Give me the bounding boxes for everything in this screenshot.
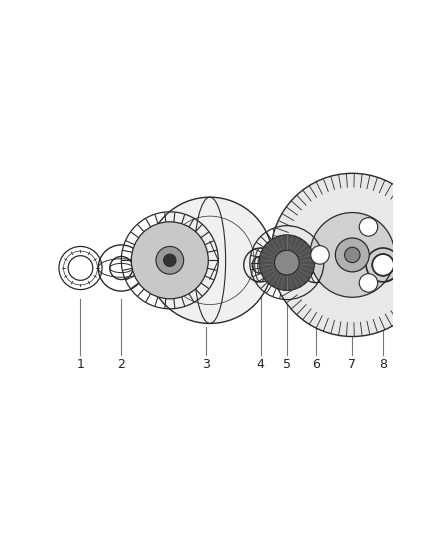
Circle shape: [311, 246, 329, 264]
Text: 6: 6: [312, 358, 320, 371]
Text: 2: 2: [117, 358, 125, 371]
Circle shape: [372, 254, 394, 276]
Text: 1: 1: [77, 358, 85, 371]
Circle shape: [359, 217, 378, 236]
Text: 8: 8: [379, 358, 387, 371]
Text: 4: 4: [257, 358, 265, 371]
Circle shape: [156, 246, 184, 274]
Circle shape: [259, 235, 314, 290]
Text: 3: 3: [202, 358, 210, 371]
Circle shape: [366, 248, 400, 282]
Circle shape: [336, 238, 369, 272]
Circle shape: [359, 273, 378, 292]
Circle shape: [147, 197, 273, 324]
Circle shape: [345, 247, 360, 263]
Circle shape: [131, 222, 208, 299]
Circle shape: [271, 173, 434, 336]
Circle shape: [164, 254, 176, 266]
Circle shape: [310, 213, 395, 297]
Circle shape: [275, 251, 299, 275]
Text: 5: 5: [283, 358, 291, 371]
Text: 7: 7: [348, 358, 356, 371]
